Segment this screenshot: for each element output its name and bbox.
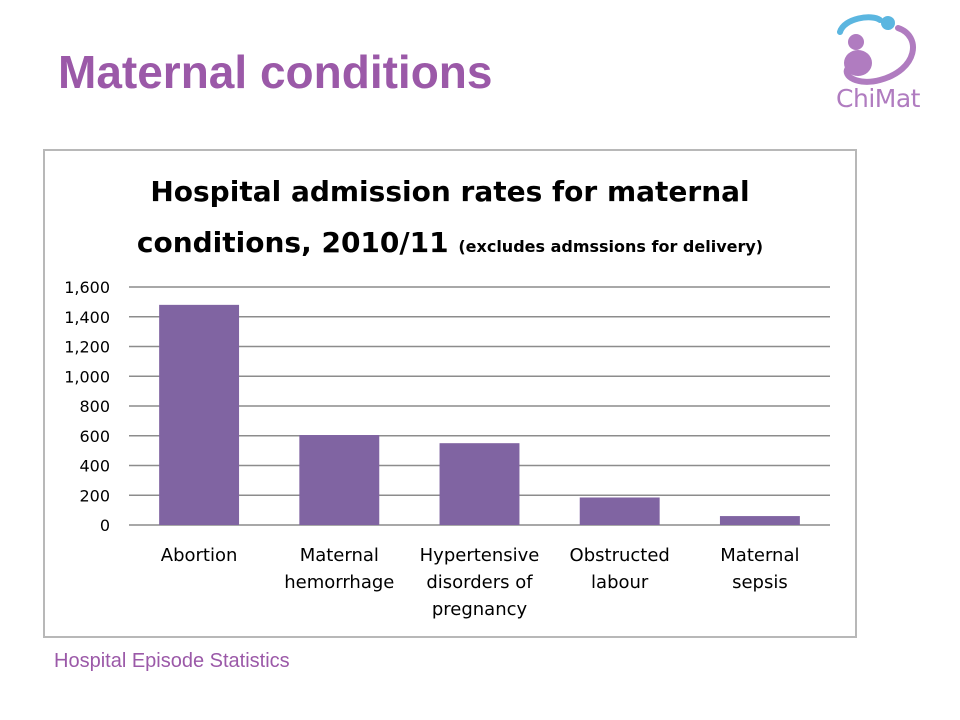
y-tick-label: 0	[100, 516, 110, 535]
chart-title-main: conditions, 2010/11	[137, 226, 458, 259]
x-category-label: hemorrhage	[284, 572, 394, 593]
y-tick-label: 800	[79, 397, 110, 416]
x-category-label: disorders of	[426, 572, 533, 593]
x-category-label: labour	[591, 572, 649, 593]
bar	[159, 304, 240, 525]
chart-frame: Hospital admission rates for maternal con…	[43, 149, 857, 638]
chart-title-note: (excludes admssions for delivery)	[458, 237, 763, 256]
x-category-label: sepsis	[732, 572, 788, 593]
bar	[299, 435, 380, 525]
chart-title-line2: conditions, 2010/11 (excludes admssions …	[137, 226, 763, 259]
x-category-label: pregnancy	[432, 599, 528, 620]
chimat-logo: ChiMat	[828, 14, 928, 126]
source-caption: Hospital Episode Statistics	[54, 650, 290, 672]
y-tick-label: 1,600	[64, 278, 110, 297]
x-category-label: Hypertensive	[420, 545, 540, 566]
y-tick-label: 600	[79, 427, 110, 446]
x-category-label: Abortion	[161, 545, 238, 566]
bar	[439, 443, 520, 525]
bar	[719, 516, 800, 525]
y-tick-label: 1,000	[64, 367, 110, 386]
slide-title: Maternal conditions	[58, 46, 493, 98]
logo-text: ChiMat	[836, 84, 920, 113]
y-tick-label: 1,400	[64, 308, 110, 327]
chimat-logo-icon	[837, 14, 916, 85]
bar-chart: Hospital admission rates for maternal con…	[64, 175, 830, 620]
x-category-label: Maternal	[720, 545, 799, 566]
y-tick-label: 200	[79, 486, 110, 505]
bar	[579, 497, 660, 525]
y-tick-label: 1,200	[64, 338, 110, 357]
x-category-label: Maternal	[300, 545, 379, 566]
chart-title-line1: Hospital admission rates for maternal	[150, 175, 749, 208]
y-tick-label: 400	[79, 457, 110, 476]
x-category-label: Obstructed	[570, 545, 670, 566]
